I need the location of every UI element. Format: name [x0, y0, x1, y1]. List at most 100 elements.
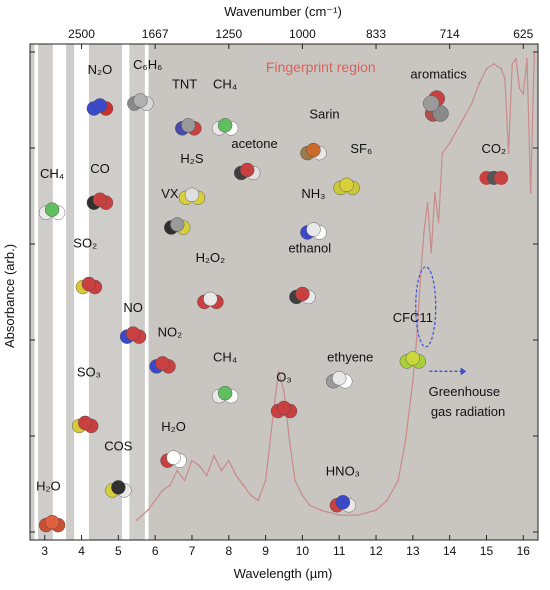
- spectrum-point: [338, 514, 341, 517]
- molecule-icon: [44, 202, 60, 217]
- annotation-0: aromatics: [410, 67, 467, 82]
- spectrum-point: [437, 221, 440, 224]
- spectrum-point: [422, 231, 425, 234]
- annotation-2: Greenhouse: [429, 384, 501, 399]
- molecule-label-20: SO₃: [77, 364, 101, 379]
- molecule-icon: [276, 400, 292, 416]
- aromatics-icon: [422, 95, 440, 112]
- co2-icon: [494, 170, 509, 185]
- spectrum-point: [526, 57, 528, 60]
- y-axis-title: Absorbance (arb.): [2, 244, 17, 348]
- molecule-label-3: CH₄: [213, 77, 237, 92]
- x-tick-label: 5: [115, 544, 122, 558]
- molecule-label-2: TNT: [172, 77, 197, 92]
- x-tick-label: 8: [225, 544, 232, 558]
- spectrum-point: [522, 92, 525, 95]
- spectrum-point: [397, 479, 400, 482]
- molecule-icon: [92, 98, 108, 113]
- molecule-icon: [166, 450, 181, 465]
- molecule-label-0: N₂O: [88, 62, 113, 77]
- spectrum-point: [176, 469, 179, 472]
- spectrum-point: [533, 53, 536, 55]
- annotation-3: gas radiation: [431, 404, 505, 419]
- x-tick-label: 10: [296, 544, 310, 558]
- molecule-label-21: O₃: [276, 369, 291, 384]
- white-band-0: [34, 44, 39, 540]
- spectrum-point: [301, 494, 304, 497]
- molecule-icon: [125, 326, 141, 341]
- spectrum-point: [264, 479, 267, 482]
- spectrum-point: [198, 464, 201, 467]
- spectrum-point: [507, 152, 510, 155]
- spectrum-point: [356, 514, 359, 517]
- spectrum-point: [500, 67, 503, 70]
- molecule-label-22: COS: [104, 439, 133, 454]
- spectrum-point: [485, 67, 488, 70]
- molecule-label-5: acetone: [231, 136, 277, 151]
- molecule-label-13: H₂O₂: [196, 250, 226, 265]
- molecule-label-25: H₂O: [36, 478, 61, 493]
- x-tick-label: 7: [189, 544, 196, 558]
- molecule-icon: [335, 495, 351, 510]
- spectrum-point: [319, 509, 322, 512]
- molecule-label-8: CH₄: [40, 166, 64, 181]
- molecule-icon: [405, 351, 421, 366]
- spectrum-point: [235, 474, 238, 477]
- spectrum-point: [448, 142, 451, 145]
- x-tick-label: 16: [517, 544, 531, 558]
- molecule-label-7: SF₆: [350, 141, 372, 156]
- molecule-label-4: Sarin: [309, 106, 339, 121]
- molecule-icon: [203, 291, 218, 307]
- molecule-icon: [184, 187, 200, 202]
- molecule-label-15: NO: [123, 300, 143, 315]
- molecule-icon: [181, 118, 196, 133]
- spectrum-point: [411, 380, 414, 383]
- molecule-label-24: HNO₃: [326, 464, 360, 479]
- molecule-icon: [239, 162, 255, 178]
- molecule-label-17: CFC11: [393, 310, 433, 325]
- x-tick-label: 13: [406, 544, 420, 558]
- spectrum-point: [168, 484, 171, 487]
- top-tick-label: 1000: [289, 27, 316, 41]
- spectrum-point: [135, 519, 138, 522]
- molecule-icon: [133, 93, 148, 108]
- x-tick-label: 11: [333, 544, 346, 558]
- spectrum-point: [529, 191, 532, 194]
- molecule-icon: [81, 276, 97, 292]
- molecule-icon: [306, 222, 321, 237]
- spectrum-point: [415, 340, 418, 343]
- greenhouse-arrow-head: [460, 367, 467, 376]
- molecule-icon: [155, 356, 170, 371]
- spectrum-point: [518, 87, 521, 90]
- molecule-label-10: VX: [161, 186, 179, 201]
- fingerprint-region-label: Fingerprint region: [266, 59, 376, 75]
- spectrum-point: [386, 499, 388, 502]
- spectrum-point: [154, 499, 157, 502]
- top-tick-label: 833: [366, 27, 386, 41]
- molecule-icon: [332, 371, 347, 386]
- molecule-icon: [295, 286, 310, 302]
- spectrum-point: [515, 57, 517, 60]
- molecule-icon: [111, 480, 126, 495]
- spectrum-point: [213, 454, 215, 457]
- molecule-label-16: NO₂: [158, 325, 183, 340]
- spectrum-point: [441, 152, 444, 155]
- spectrum-point: [242, 484, 245, 487]
- spectrum-point: [478, 82, 481, 85]
- spectrum-point: [434, 191, 436, 194]
- x-tick-label: 6: [152, 544, 159, 558]
- molecule-label-14: ethanol: [288, 240, 331, 255]
- spectrum-point: [404, 439, 407, 442]
- molecule-icon: [217, 385, 233, 401]
- spectrum-point: [146, 509, 149, 512]
- spectrum-point: [205, 474, 208, 477]
- spectrum-point: [257, 499, 260, 502]
- top-axis-title: Wavenumber (cm⁻¹): [224, 4, 342, 19]
- x-tick-label: 12: [369, 544, 383, 558]
- spectrum-point: [191, 459, 193, 462]
- spectrum-point: [227, 459, 230, 462]
- spectrum-point: [419, 281, 422, 283]
- top-tick-label: 714: [440, 27, 460, 41]
- spectrum-point: [283, 390, 285, 393]
- spectrum-point: [294, 479, 296, 482]
